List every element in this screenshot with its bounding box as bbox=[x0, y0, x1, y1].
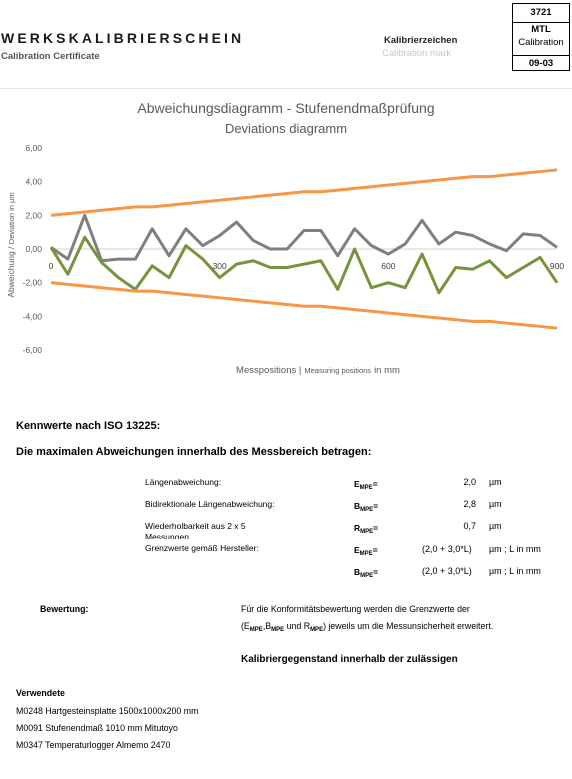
x-tick-label: 0 bbox=[49, 261, 54, 271]
symbol-subscript: MPE bbox=[359, 551, 373, 557]
assessment-sub-e: MPE bbox=[249, 627, 263, 633]
repeatability-label-cont: Messungen bbox=[145, 532, 189, 539]
b-mpe-limit-symbol: BMPE= bbox=[354, 567, 378, 579]
x-axis-title-unit: in mm bbox=[374, 365, 400, 376]
equipment-item: M0347 Temperaturlogger Almemo 2470 bbox=[16, 740, 171, 750]
assessment-mid2: und R bbox=[284, 621, 311, 631]
symbol-equals: = bbox=[372, 479, 378, 489]
max-deviations-heading: Die maximalen Abweichungen innerhalb des… bbox=[16, 446, 372, 458]
certificate-subtitle: Calibration Certificate bbox=[1, 51, 100, 62]
y-axis-title-en: Deviation in µm bbox=[7, 192, 16, 244]
symbol-letter: E bbox=[354, 545, 360, 555]
equipment-heading: Verwendete bbox=[16, 688, 65, 698]
assessment-sub-r: MPE bbox=[310, 627, 324, 633]
b-mpe-limit-formula: (2,0 + 3,0*L) bbox=[422, 566, 472, 576]
deviations-chart: Abweichungsdiagramm - Stufenendmaßprüfun… bbox=[6, 100, 564, 376]
e-mpe-limit-formula: (2,0 + 3,0*L) bbox=[422, 544, 472, 554]
symbol-equals: = bbox=[373, 501, 379, 511]
chart-title: Abweichungsdiagramm - Stufenendmaßprüfun… bbox=[137, 100, 434, 116]
length-deviation-label: Längenabweichung: bbox=[145, 477, 222, 487]
r-mpe-unit: µm bbox=[489, 521, 502, 531]
assessment-close: ) jeweils um die Messunsicherheit erweit… bbox=[323, 621, 494, 631]
assessment-open: (E bbox=[241, 621, 250, 631]
y-tick-label: -2,00 bbox=[23, 278, 43, 288]
series-upper-limit-line bbox=[50, 168, 558, 217]
lab-code: MTL bbox=[531, 24, 551, 35]
assessment-text-line1: Für die Konformitätsbewertung werden die… bbox=[241, 604, 470, 614]
calibration-mark-label: Kalibrierzeichen bbox=[384, 35, 458, 46]
y-tick-label: -4,00 bbox=[23, 311, 43, 321]
certificate-type: Calibration bbox=[518, 37, 564, 48]
e-mpe-limit-symbol: EMPE= bbox=[354, 545, 378, 557]
e-mpe-value: 2,0 bbox=[463, 477, 476, 487]
r-mpe-value: 0,7 bbox=[463, 521, 476, 531]
series-lower-limit-line bbox=[50, 281, 558, 330]
y-axis-title: Abweichung / Deviation in µm bbox=[6, 192, 16, 297]
y-axis-title-de: Abweichung / bbox=[6, 244, 16, 297]
e-mpe-limit-unit: µm ; L in mm bbox=[489, 544, 541, 554]
assessment-sub-b: MPE bbox=[271, 627, 285, 633]
series-gray-line bbox=[50, 213, 558, 263]
symbol-letter: R bbox=[354, 523, 361, 533]
symbol-subscript: MPE bbox=[360, 573, 374, 579]
symbol-letter: B bbox=[354, 501, 361, 511]
chart-subtitle: Deviations diagramm bbox=[225, 121, 347, 136]
y-tick-label: -6,00 bbox=[23, 345, 43, 355]
calibration-date: 09-03 bbox=[513, 55, 569, 72]
b-mpe-unit: µm bbox=[489, 499, 502, 509]
x-axis-title-de: Messpositions | bbox=[236, 365, 301, 376]
certificate-number: 3721 bbox=[513, 4, 569, 23]
y-tick-label: 2,00 bbox=[25, 210, 42, 220]
assessment-text-line2: (EMPE,BMPE und RMPE) jeweils um die Mess… bbox=[241, 621, 493, 633]
certificate-title: WERKSKALIBRIERSCHEIN bbox=[1, 30, 245, 46]
e-mpe-unit: µm bbox=[489, 477, 502, 487]
assessment-label: Bewertung: bbox=[40, 604, 89, 614]
x-tick-label: 900 bbox=[550, 261, 564, 271]
assessment-mid1: ,B bbox=[262, 621, 272, 631]
kennwerte-heading: Kennwerte nach ISO 13225: bbox=[16, 420, 161, 432]
symbol-subscript: MPE bbox=[360, 529, 374, 535]
y-tick-label: 6,00 bbox=[25, 143, 42, 153]
equipment-item: M0091 Stufenendmaß 1010 mm Mitutoyo bbox=[16, 723, 178, 733]
b-mpe-symbol: BMPE= bbox=[354, 501, 378, 513]
b-mpe-limit-unit: µm ; L in mm bbox=[489, 566, 541, 576]
symbol-subscript: MPE bbox=[360, 507, 374, 513]
e-mpe-symbol: EMPE= bbox=[354, 479, 378, 491]
x-tick-label: 300 bbox=[213, 261, 227, 271]
calibration-mark-label-en: Calibration mark bbox=[382, 48, 452, 59]
x-axis-title: Messpositions | Measuring positions in mm bbox=[236, 365, 400, 376]
assessment-result: Kalibriergegenstand innerhalb der zuläss… bbox=[241, 654, 458, 665]
symbol-subscript: MPE bbox=[359, 485, 373, 491]
repeatability-label: Wiederholbarkeit aus 2 x 5 bbox=[145, 521, 246, 531]
calibration-mark-box: 3721 MTL Calibration 09-03 bbox=[512, 3, 570, 71]
bidirectional-deviation-label: Bidirektionale Längenabweichung: bbox=[145, 499, 275, 509]
x-tick-label: 600 bbox=[381, 261, 395, 271]
symbol-equals: = bbox=[372, 545, 378, 555]
header-divider bbox=[0, 88, 572, 89]
symbol-equals: = bbox=[373, 567, 379, 577]
x-axis-title-en: Measuring positions bbox=[304, 366, 371, 375]
y-tick-label: 4,00 bbox=[25, 177, 42, 187]
symbol-letter: B bbox=[354, 567, 361, 577]
symbol-equals: = bbox=[373, 523, 379, 533]
symbol-letter: E bbox=[354, 479, 360, 489]
series-green-line bbox=[49, 235, 559, 295]
r-mpe-symbol: RMPE= bbox=[354, 523, 378, 535]
manufacturer-limits-label: Grenzwerte gemäß Hersteller: bbox=[145, 543, 259, 553]
b-mpe-value: 2,8 bbox=[463, 499, 476, 509]
y-tick-label: 0,00 bbox=[25, 244, 42, 254]
equipment-item: M0248 Hartgesteinsplatte 1500x1000x200 m… bbox=[16, 706, 199, 716]
